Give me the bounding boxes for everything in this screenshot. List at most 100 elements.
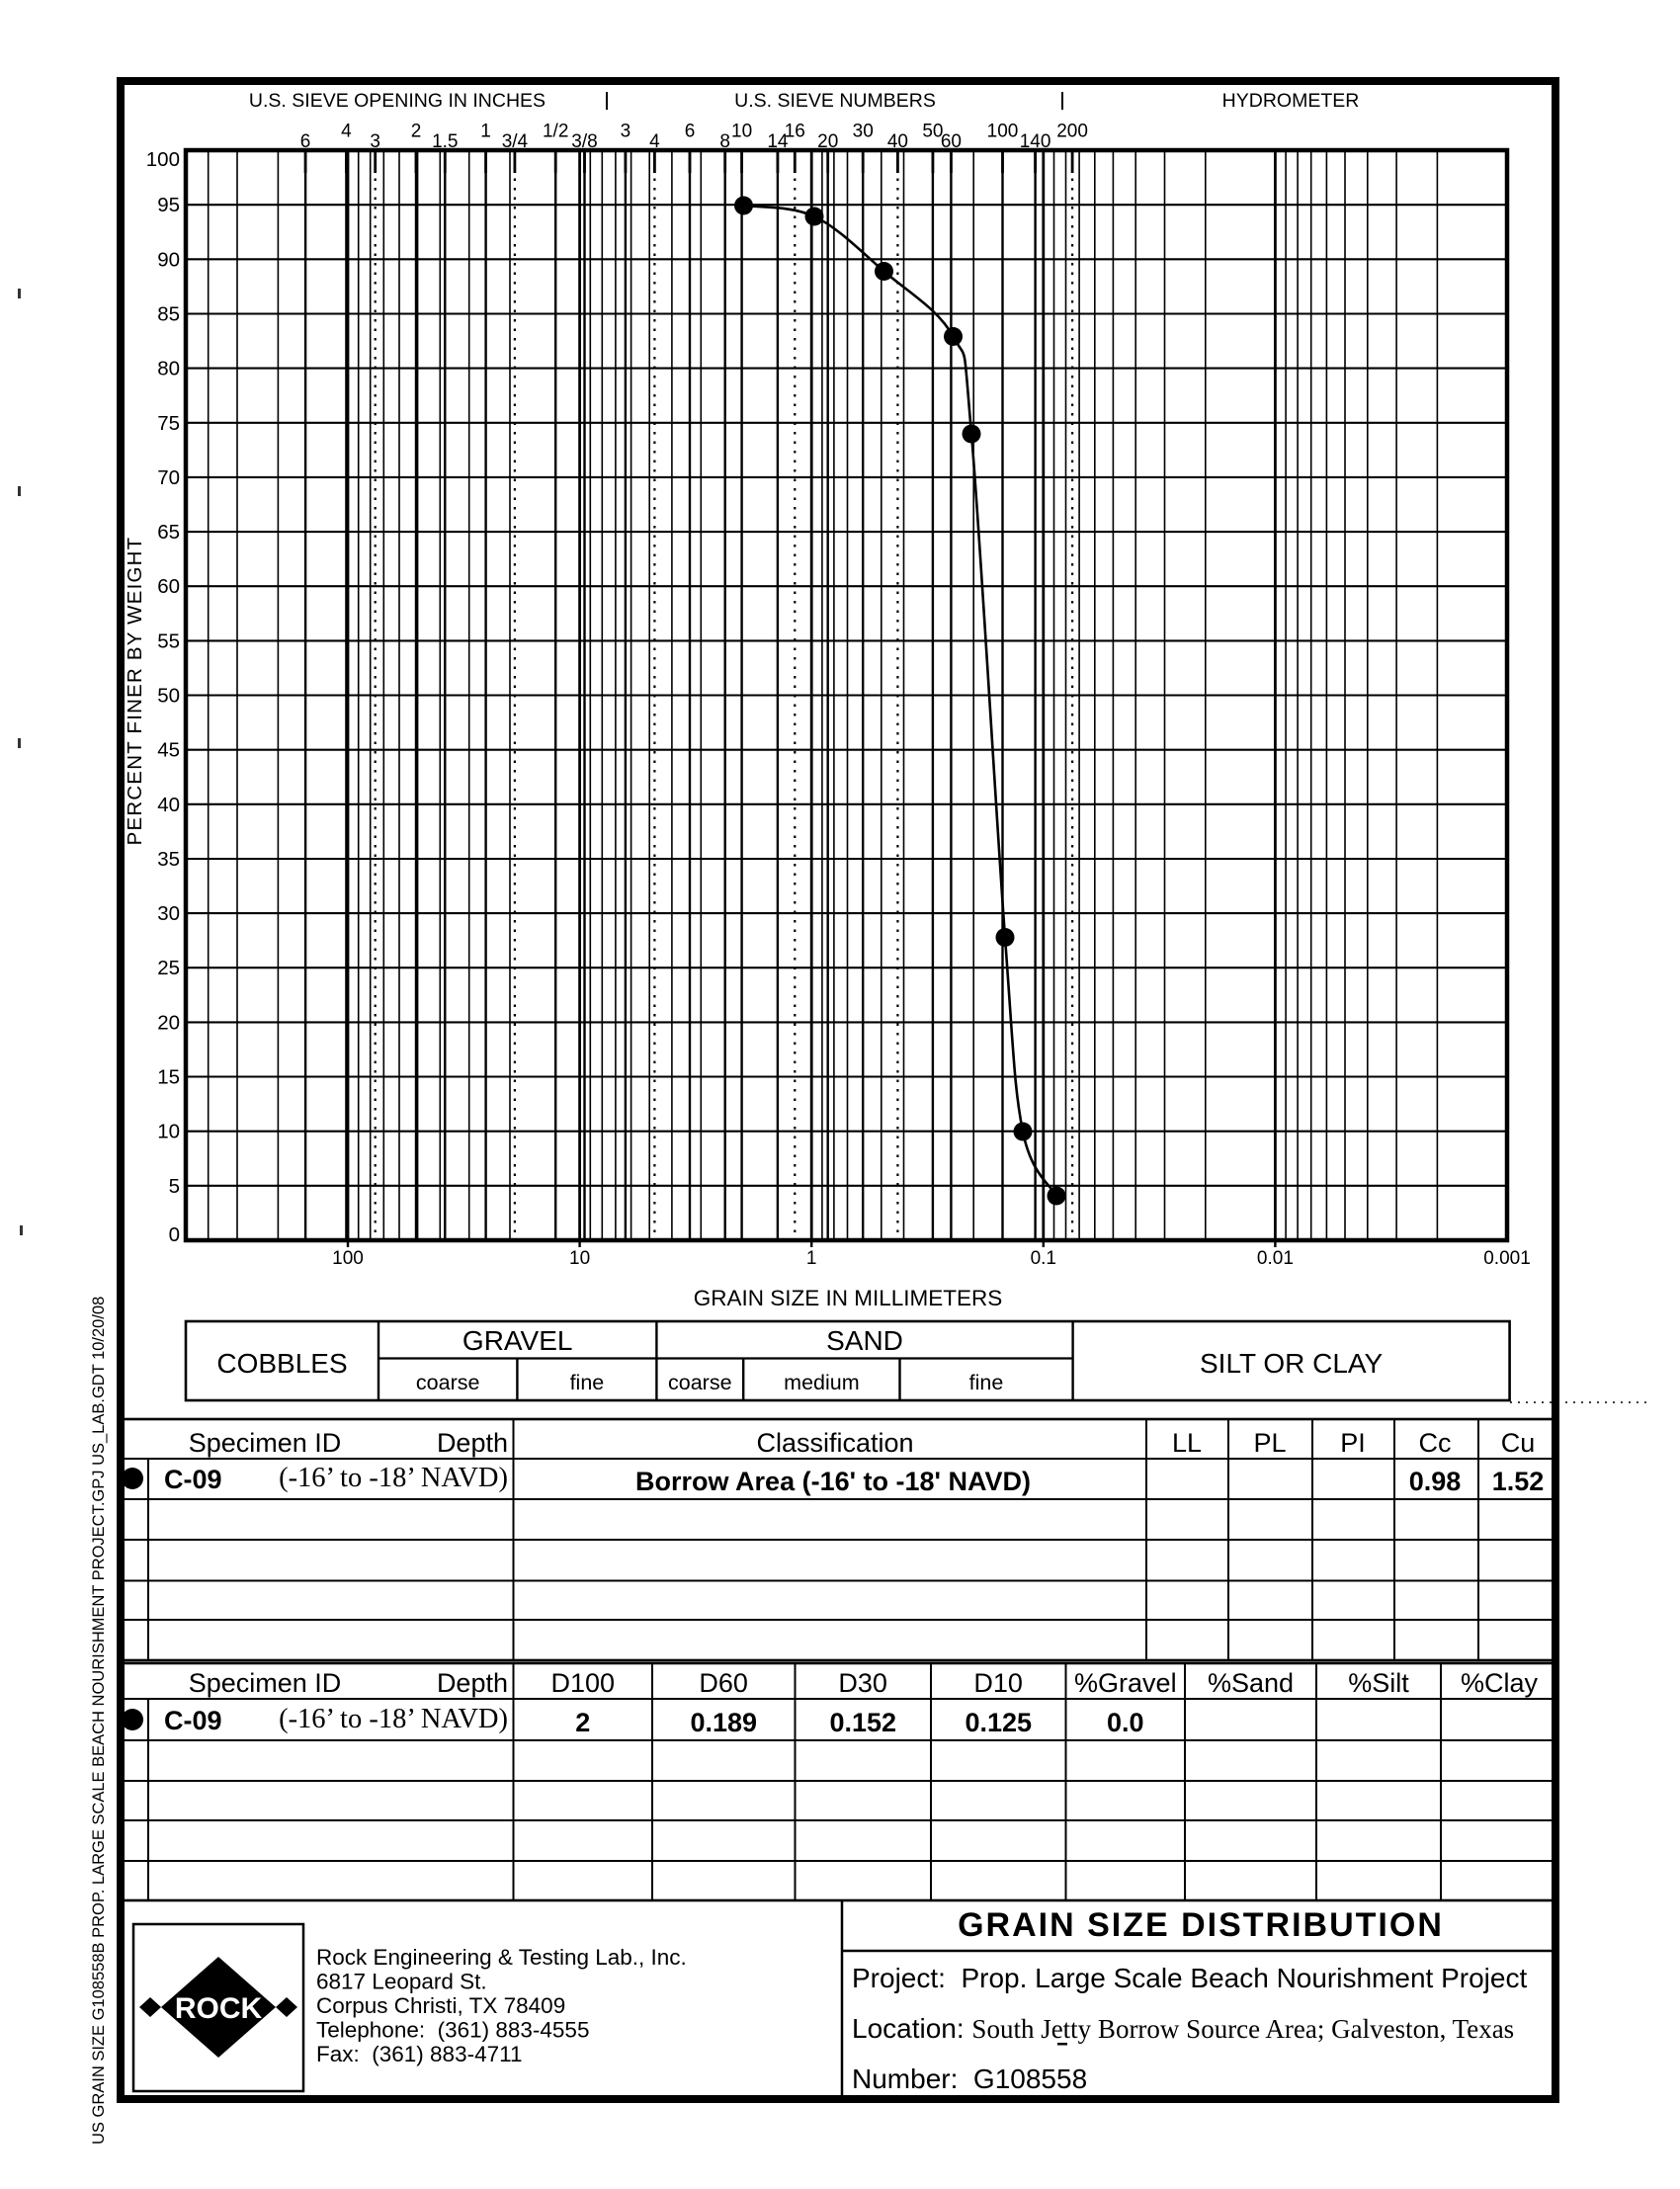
svg-text:PL: PL (1253, 1428, 1286, 1458)
svg-text:5: 5 (169, 1175, 180, 1198)
svg-text:Borrow Area (-16' to -18' NAVD: Borrow Area (-16' to -18' NAVD) (635, 1467, 1031, 1496)
svg-text:D60: D60 (699, 1668, 748, 1698)
svg-text:PERCENT FINER BY WEIGHT: PERCENT FINER BY WEIGHT (124, 537, 146, 846)
svg-text:1.5: 1.5 (432, 131, 458, 152)
svg-text:100: 100 (332, 1248, 364, 1269)
svg-text:30: 30 (157, 902, 180, 925)
svg-text:45: 45 (157, 739, 180, 762)
svg-text:1/2: 1/2 (543, 122, 568, 142)
svg-text:Rock Engineering & Testing Lab: Rock Engineering & Testing Lab., Inc. (316, 1945, 687, 1970)
svg-text:50: 50 (922, 122, 943, 142)
svg-text:Project: Prop. Large Scale Be: Project: Prop. Large Scale Beach Nourish… (852, 1963, 1527, 1993)
svg-text:%Silt: %Silt (1348, 1668, 1409, 1698)
svg-text:200: 200 (1056, 122, 1088, 142)
svg-text:SILT OR CLAY: SILT OR CLAY (1200, 1348, 1383, 1379)
svg-text:2: 2 (411, 122, 422, 142)
svg-text:10: 10 (157, 1121, 180, 1143)
svg-text:1: 1 (806, 1248, 817, 1269)
svg-text:2: 2 (575, 1708, 590, 1737)
svg-text:Location: South Jetty Borrow S: Location: South Jetty Borrow Source Area… (852, 2013, 1514, 2044)
svg-text:%Gravel: %Gravel (1074, 1668, 1177, 1698)
svg-text:LL: LL (1172, 1428, 1202, 1458)
svg-text:6: 6 (300, 131, 311, 152)
svg-text:10: 10 (569, 1248, 590, 1269)
svg-text:0.125: 0.125 (966, 1708, 1033, 1737)
svg-text:3: 3 (370, 131, 380, 152)
svg-text:Specimen ID: Specimen ID (189, 1668, 342, 1698)
svg-text:80: 80 (157, 358, 180, 380)
svg-text:Cu: Cu (1501, 1428, 1536, 1458)
svg-text:U.S. SIEVE NUMBERS: U.S. SIEVE NUMBERS (734, 90, 936, 112)
svg-text:GRAIN SIZE IN MILLIMETERS: GRAIN SIZE IN MILLIMETERS (694, 1286, 1003, 1310)
svg-text:3: 3 (621, 122, 631, 142)
svg-text:GRAVEL: GRAVEL (462, 1325, 573, 1356)
svg-text:20: 20 (817, 131, 838, 152)
svg-text:0.189: 0.189 (691, 1708, 758, 1737)
svg-text:SAND: SAND (826, 1325, 903, 1356)
svg-text:60: 60 (941, 131, 962, 152)
svg-text:6: 6 (685, 122, 696, 142)
svg-text:Depth: Depth (437, 1668, 508, 1698)
svg-text:10: 10 (731, 122, 752, 142)
svg-text:16: 16 (785, 122, 805, 142)
svg-text:3/8: 3/8 (571, 131, 597, 152)
svg-text:85: 85 (157, 303, 180, 326)
svg-text:15: 15 (157, 1066, 180, 1089)
svg-text:0.0: 0.0 (1107, 1708, 1144, 1737)
svg-text:C-09: C-09 (164, 1465, 222, 1494)
svg-text:coarse: coarse (668, 1371, 732, 1394)
svg-text:US GRAIN SIZE G108558B PRO: US GRAIN SIZE G108558B PROP. LARGE SCALE… (90, 1297, 108, 2145)
svg-text:Classification: Classification (756, 1428, 913, 1458)
svg-text:U.S. SIEVE OPENING IN INCHES: U.S. SIEVE OPENING IN INCHES (249, 90, 546, 112)
svg-text:1.52: 1.52 (1492, 1467, 1545, 1496)
svg-text:fine: fine (969, 1371, 1004, 1394)
svg-text:Depth: Depth (437, 1428, 508, 1458)
svg-text:HYDROMETER: HYDROMETER (1222, 90, 1360, 112)
svg-text:coarse: coarse (416, 1371, 480, 1394)
svg-text:75: 75 (157, 412, 180, 435)
svg-text:30: 30 (853, 122, 874, 142)
svg-text:PI: PI (1340, 1428, 1366, 1458)
svg-text:(-16’ to -18’ NAVD): (-16’ to -18’ NAVD) (279, 1463, 508, 1493)
svg-text:0.01: 0.01 (1257, 1248, 1294, 1269)
svg-text:40: 40 (887, 131, 908, 152)
svg-text:fine: fine (570, 1371, 605, 1394)
svg-text:25: 25 (157, 957, 180, 979)
svg-text:20: 20 (157, 1011, 180, 1034)
svg-text:Corpus Christi, TX 78409: Corpus Christi, TX 78409 (316, 1993, 565, 2018)
svg-text:Cc: Cc (1419, 1428, 1452, 1458)
svg-text:4: 4 (649, 131, 660, 152)
svg-text:40: 40 (157, 794, 180, 816)
svg-text:0: 0 (169, 1223, 180, 1246)
svg-text:Fax: (361) 883-4711: Fax: (361) 883-4711 (316, 2042, 522, 2066)
svg-text:3/4: 3/4 (502, 131, 529, 152)
svg-text:Telephone: (361) 883-4555: Telephone: (361) 883-4555 (316, 2018, 589, 2043)
svg-text:1: 1 (480, 122, 491, 142)
svg-text:medium: medium (784, 1371, 859, 1394)
svg-text:%Clay: %Clay (1461, 1668, 1539, 1698)
svg-text:100: 100 (146, 148, 180, 171)
svg-text:35: 35 (157, 848, 180, 871)
svg-text:70: 70 (157, 466, 180, 489)
svg-text:D100: D100 (551, 1668, 616, 1698)
svg-text:GRAIN SIZE DISTRIBUTION: GRAIN SIZE DISTRIBUTION (958, 1906, 1444, 1944)
svg-text:0.152: 0.152 (830, 1708, 897, 1737)
svg-text:C-09: C-09 (164, 1706, 222, 1735)
svg-text:COBBLES: COBBLES (216, 1348, 347, 1379)
svg-text:0.001: 0.001 (1483, 1248, 1531, 1269)
svg-text:Number: G108558: Number: G108558 (852, 2063, 1087, 2094)
svg-text:140: 140 (1020, 131, 1051, 152)
svg-text:14: 14 (767, 131, 789, 152)
svg-text:50: 50 (157, 685, 180, 708)
svg-text:55: 55 (157, 630, 180, 652)
svg-text:95: 95 (157, 194, 180, 216)
svg-text:D30: D30 (838, 1668, 887, 1698)
svg-text:D10: D10 (973, 1668, 1023, 1698)
svg-text:%Sand: %Sand (1208, 1668, 1294, 1698)
svg-text:Specimen ID: Specimen ID (189, 1428, 342, 1458)
svg-text:100: 100 (987, 122, 1019, 142)
svg-text:6817 Leopard St.: 6817 Leopard St. (316, 1970, 487, 1994)
svg-text:65: 65 (157, 521, 180, 544)
svg-text:0.98: 0.98 (1409, 1467, 1462, 1496)
svg-text:60: 60 (157, 575, 180, 598)
